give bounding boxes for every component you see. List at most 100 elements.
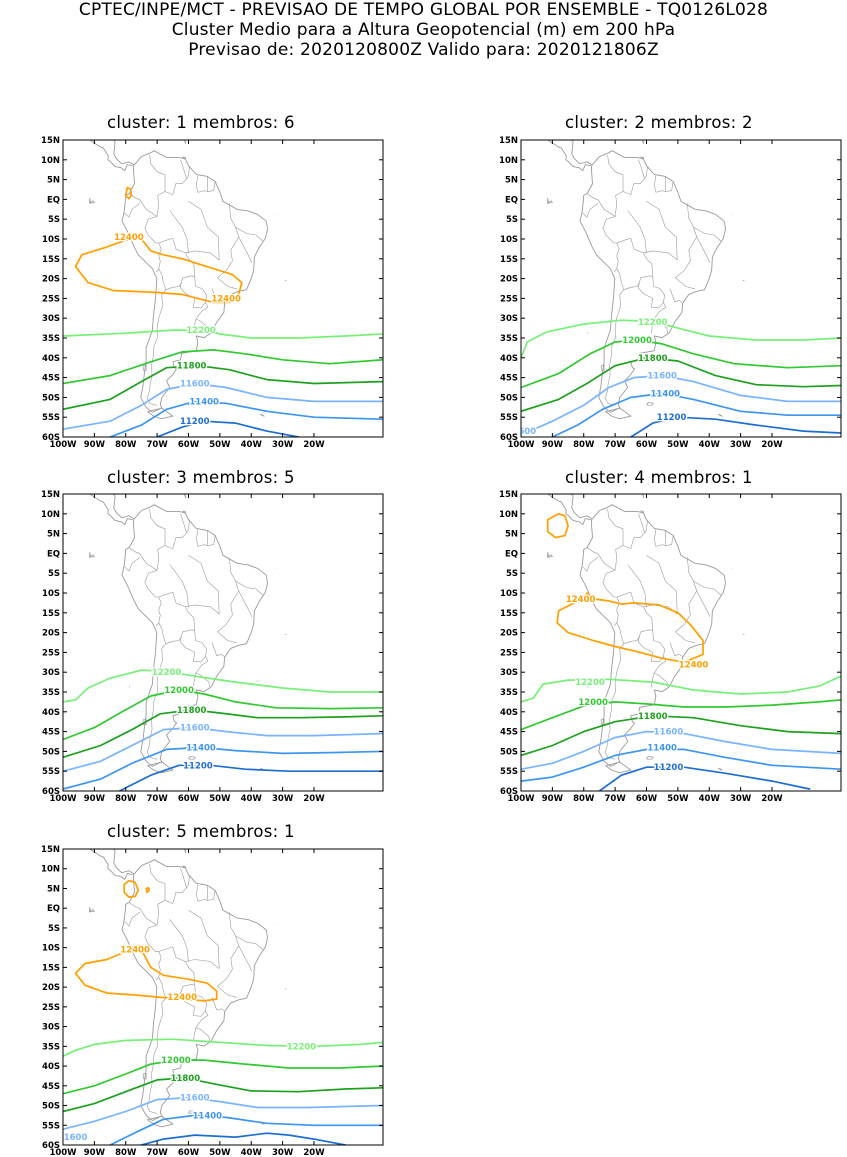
contour-11200 — [598, 766, 811, 791]
contour-label-12000: 12000 — [622, 336, 652, 346]
contour-11400 — [551, 392, 841, 437]
y-tick-label: 40S — [42, 354, 60, 364]
country-border — [602, 154, 624, 273]
contour-label-11600: 11600 — [654, 728, 684, 738]
island — [547, 552, 550, 558]
contour-label-12000: 12000 — [578, 698, 608, 708]
y-tick-label: 60S — [42, 1141, 60, 1151]
country-border — [124, 557, 141, 572]
x-tick-label: 100W — [49, 440, 77, 450]
island — [645, 402, 655, 406]
map-layer: 12400 12400 12200 12000 11800 11600 11400 1600 — [63, 849, 383, 1145]
contour-11800 — [63, 1077, 383, 1113]
country-border — [195, 672, 210, 687]
x-tick-label: 80W — [115, 1148, 137, 1157]
country-border — [604, 289, 625, 406]
x-tick-label: 20W — [303, 794, 325, 804]
y-tick-label: 60S — [500, 787, 518, 797]
y-tick-label: 60S — [42, 787, 60, 797]
y-tick-label: EQ — [47, 195, 60, 205]
y-tick-label: 40S — [42, 708, 60, 718]
y-tick-label: 55S — [500, 413, 518, 423]
contour-label-11800: 11800 — [171, 1074, 201, 1084]
country-border — [195, 884, 208, 902]
contour-11600 — [521, 730, 841, 771]
contour-label-11800: 11800 — [177, 362, 207, 372]
contour-label-11800: 11800 — [638, 712, 668, 722]
map-frame — [520, 139, 842, 438]
y-tick-label: 5N — [505, 530, 518, 540]
country-border — [644, 166, 648, 179]
y-tick-label: 20S — [42, 983, 60, 993]
contour-label-11200: 11200 — [654, 763, 684, 773]
x-tick-label: 90W — [542, 440, 564, 450]
x-tick-label: 30W — [730, 794, 752, 804]
country-border — [669, 288, 683, 303]
island — [89, 909, 96, 913]
contour-label-12000: 12000 — [161, 1056, 191, 1066]
x-tick-label: 70W — [147, 794, 169, 804]
y-tick-label: 40S — [42, 1062, 60, 1072]
y-tick-label: 15N — [41, 136, 60, 146]
map-layer: 12200 12000 11800 11600 11400 11200 — [63, 494, 383, 791]
country-border — [622, 159, 645, 196]
island — [142, 1072, 147, 1080]
y-tick-label: EQ — [47, 904, 60, 914]
country-border — [164, 159, 187, 196]
island — [142, 364, 147, 372]
contour-11600 — [63, 1096, 383, 1131]
contour-12200 — [521, 675, 841, 703]
panel-3-title: cluster: 3 membros: 5 — [107, 468, 295, 487]
y-tick-label: 30S — [42, 314, 60, 324]
y-tick-label: 10N — [499, 156, 518, 166]
x-tick-label: 40W — [699, 440, 721, 450]
y-tick-label: 25S — [42, 294, 60, 304]
island — [129, 686, 131, 688]
island — [181, 156, 186, 160]
country-border — [146, 643, 167, 760]
contour-12400 — [145, 886, 151, 894]
y-tick-label: 35S — [500, 334, 518, 344]
country-border — [185, 959, 220, 969]
country-border — [616, 622, 653, 645]
island — [89, 552, 92, 558]
contour-11200 — [140, 1132, 347, 1145]
y-tick-label: 50S — [42, 393, 60, 403]
country-border — [216, 557, 240, 644]
country-border — [235, 580, 263, 596]
island — [600, 364, 605, 372]
contour-11800 — [521, 356, 841, 413]
y-tick-label: 20S — [500, 629, 518, 639]
island — [717, 413, 723, 417]
caribbean-coastline — [112, 849, 135, 875]
island — [187, 1110, 197, 1114]
y-tick-label: 55S — [42, 767, 60, 777]
x-tick-label: 80W — [573, 794, 595, 804]
country-border — [179, 282, 208, 309]
central-america-coastline — [88, 849, 133, 881]
country-border — [696, 236, 711, 263]
country-border — [169, 564, 189, 608]
x-tick-label: 60W — [636, 794, 658, 804]
x-tick-label: 60W — [636, 440, 658, 450]
contour-label-12400: 12400 — [167, 993, 197, 1003]
contour-label-11400: 11400 — [189, 397, 219, 407]
country-border — [238, 236, 253, 263]
island — [184, 494, 187, 499]
header-line-3: Previsao de: 2020120800Z Valido para: 20… — [188, 40, 659, 60]
tierra-del-fuego-coastline — [604, 761, 632, 774]
contour-11200 — [629, 416, 841, 437]
country-border — [216, 912, 240, 998]
country-border — [646, 555, 678, 615]
map-layer: 12400 12400 12200 11800 11600 11400 11200 — [63, 140, 383, 437]
x-tick-label: 30W — [730, 440, 752, 450]
contour-12000 — [521, 699, 841, 731]
country-border — [144, 154, 166, 273]
y-tick-label: 45S — [42, 1082, 60, 1092]
y-tick-label: 45S — [500, 728, 518, 738]
contour-label-12200: 12200 — [152, 668, 182, 678]
map-frame — [520, 493, 842, 792]
south-america-coastline — [121, 150, 268, 413]
